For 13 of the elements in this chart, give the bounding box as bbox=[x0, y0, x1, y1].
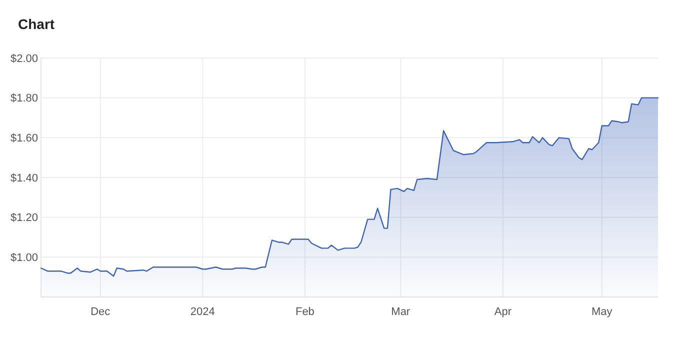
y-tick-label: $1.60 bbox=[10, 132, 38, 145]
chart-title: Chart bbox=[18, 16, 55, 32]
y-tick-label: $1.40 bbox=[10, 172, 38, 184]
y-tick-label: $1.20 bbox=[10, 212, 38, 224]
x-tick-label: Dec bbox=[90, 306, 111, 318]
x-tick-label: Feb bbox=[295, 306, 314, 318]
x-tick-label: May bbox=[592, 306, 613, 318]
x-tick-label: Mar bbox=[391, 306, 410, 318]
x-tick-label: 2024 bbox=[190, 306, 215, 318]
y-tick-label: $2.00 bbox=[10, 52, 38, 65]
y-tick-label: $1.80 bbox=[10, 92, 38, 105]
y-tick-label: $1.00 bbox=[10, 252, 38, 264]
x-tick-label: Apr bbox=[494, 306, 512, 318]
